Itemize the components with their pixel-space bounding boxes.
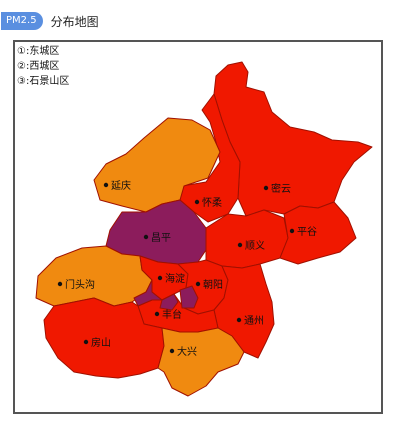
label-huairou: 怀柔 bbox=[202, 197, 222, 209]
district-shunyi[interactable] bbox=[205, 209, 289, 269]
marker-mentougou bbox=[57, 281, 63, 287]
label-haidian: 海淀 bbox=[165, 272, 185, 285]
district-mentougou[interactable] bbox=[35, 245, 153, 307]
label-yanqing: 延庆 bbox=[111, 179, 131, 192]
map-legend: ①:东城区 ②:西城区 ③:石景山区 bbox=[17, 44, 69, 89]
label-miyun: 密云 bbox=[271, 182, 291, 195]
marker-fengtai bbox=[154, 311, 160, 317]
marker-haidian bbox=[157, 275, 163, 281]
marker-fangshan bbox=[83, 339, 89, 345]
legend-item-xicheng: ②:西城区 bbox=[17, 61, 60, 72]
district-xicheng[interactable] bbox=[159, 293, 179, 311]
district-daxing[interactable] bbox=[157, 327, 245, 397]
district-shijingshan[interactable] bbox=[133, 279, 163, 307]
district-markers bbox=[57, 182, 295, 354]
label-pinggu: 平谷 bbox=[297, 226, 317, 238]
page-title: 分布地图 bbox=[50, 14, 99, 29]
marker-daxing bbox=[169, 348, 175, 354]
label-fengtai: 丰台 bbox=[162, 308, 182, 321]
label-tongzhou: 通州 bbox=[244, 315, 264, 327]
label-fangshan: 房山 bbox=[91, 336, 111, 349]
map-header: PM2.5 分布地图 bbox=[0, 10, 99, 32]
marker-shunyi bbox=[237, 242, 243, 248]
label-shunyi: 顺义 bbox=[245, 240, 265, 252]
marker-miyun bbox=[263, 185, 269, 191]
label-changping: 昌平 bbox=[151, 232, 171, 244]
marker-chaoyang bbox=[195, 281, 201, 287]
label-daxing: 大兴 bbox=[177, 345, 197, 358]
marker-tongzhou bbox=[236, 317, 242, 323]
district-labels: 延庆 怀柔 密云 昌平 顺义 平谷 门头沟 海淀 朝阳 丰台 通州 房山 大兴 bbox=[65, 179, 317, 358]
pm25-badge[interactable]: PM2.5 bbox=[1, 12, 43, 30]
map-frame: ①:东城区 ②:西城区 ③:石景山区 bbox=[13, 40, 383, 414]
legend-item-dongcheng: ①:东城区 bbox=[17, 46, 60, 57]
district-pinggu[interactable] bbox=[279, 201, 357, 265]
district-dongcheng[interactable] bbox=[179, 285, 199, 309]
marker-yanqing bbox=[103, 182, 109, 188]
district-tongzhou[interactable] bbox=[213, 263, 275, 359]
beijing-pm25-map: 延庆 怀柔 密云 昌平 顺义 平谷 门头沟 海淀 朝阳 丰台 通州 房山 大兴 bbox=[35, 61, 373, 397]
marker-huairou bbox=[194, 199, 200, 205]
marker-changping bbox=[143, 234, 149, 240]
label-chaoyang: 朝阳 bbox=[203, 279, 223, 291]
label-mentougou: 门头沟 bbox=[65, 278, 95, 291]
legend-item-shijingshan: ③:石景山区 bbox=[17, 76, 70, 87]
marker-pinggu bbox=[289, 228, 295, 234]
